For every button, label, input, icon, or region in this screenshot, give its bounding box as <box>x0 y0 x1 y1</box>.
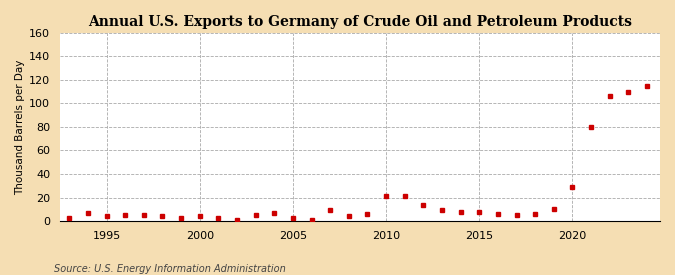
Y-axis label: Thousand Barrels per Day: Thousand Barrels per Day <box>15 59 25 195</box>
Text: Source: U.S. Energy Information Administration: Source: U.S. Energy Information Administ… <box>54 264 286 274</box>
Title: Annual U.S. Exports to Germany of Crude Oil and Petroleum Products: Annual U.S. Exports to Germany of Crude … <box>88 15 632 29</box>
